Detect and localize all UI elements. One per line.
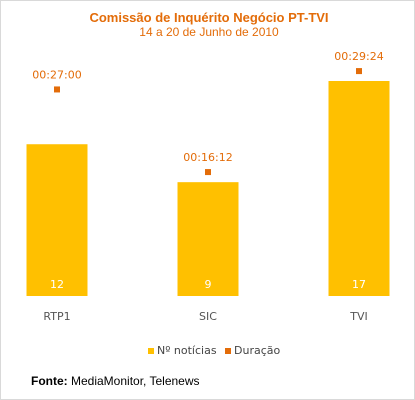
chart-title: Comissão de Inquérito Negócio PT-TVI bbox=[89, 10, 328, 25]
plot-area: 12 00:27:00 RTP1 9 00:16:12 SIC 17 00:29:24 TVI bbox=[26, 50, 390, 323]
duration-marker-rtp1 bbox=[54, 86, 60, 93]
chart-subtitle: 14 a 20 de Junho de 2010 bbox=[139, 25, 279, 39]
bar-value-label: 17 bbox=[352, 278, 366, 291]
bar-value-label: 12 bbox=[50, 278, 64, 291]
bar-rtp1 bbox=[26, 144, 88, 296]
legend-label-bars: Nº notícias bbox=[157, 344, 217, 357]
duration-label: 00:27:00 bbox=[32, 68, 81, 81]
duration-label: 00:16:12 bbox=[183, 151, 232, 164]
duration-label: 00:29:24 bbox=[334, 50, 383, 63]
x-tick-label: TVI bbox=[349, 310, 368, 323]
duration-marker-sic bbox=[205, 169, 211, 176]
legend-swatch-duration bbox=[225, 348, 231, 354]
source-text: MediaMonitor, Telenews bbox=[71, 374, 200, 388]
source-label: Fonte: bbox=[31, 374, 68, 388]
source-note: Fonte: MediaMonitor, Telenews bbox=[31, 374, 200, 388]
x-tick-label: RTP1 bbox=[43, 310, 70, 323]
bar-sic bbox=[177, 182, 239, 296]
legend-swatch-bars bbox=[148, 348, 154, 354]
bar-value-label: 9 bbox=[205, 278, 212, 291]
x-tick-label: SIC bbox=[199, 310, 217, 323]
legend: Nº notícias Duração bbox=[148, 344, 280, 357]
duration-marker-tvi bbox=[356, 68, 362, 75]
legend-label-duration: Duração bbox=[234, 344, 280, 357]
bar-tvi bbox=[328, 81, 390, 296]
